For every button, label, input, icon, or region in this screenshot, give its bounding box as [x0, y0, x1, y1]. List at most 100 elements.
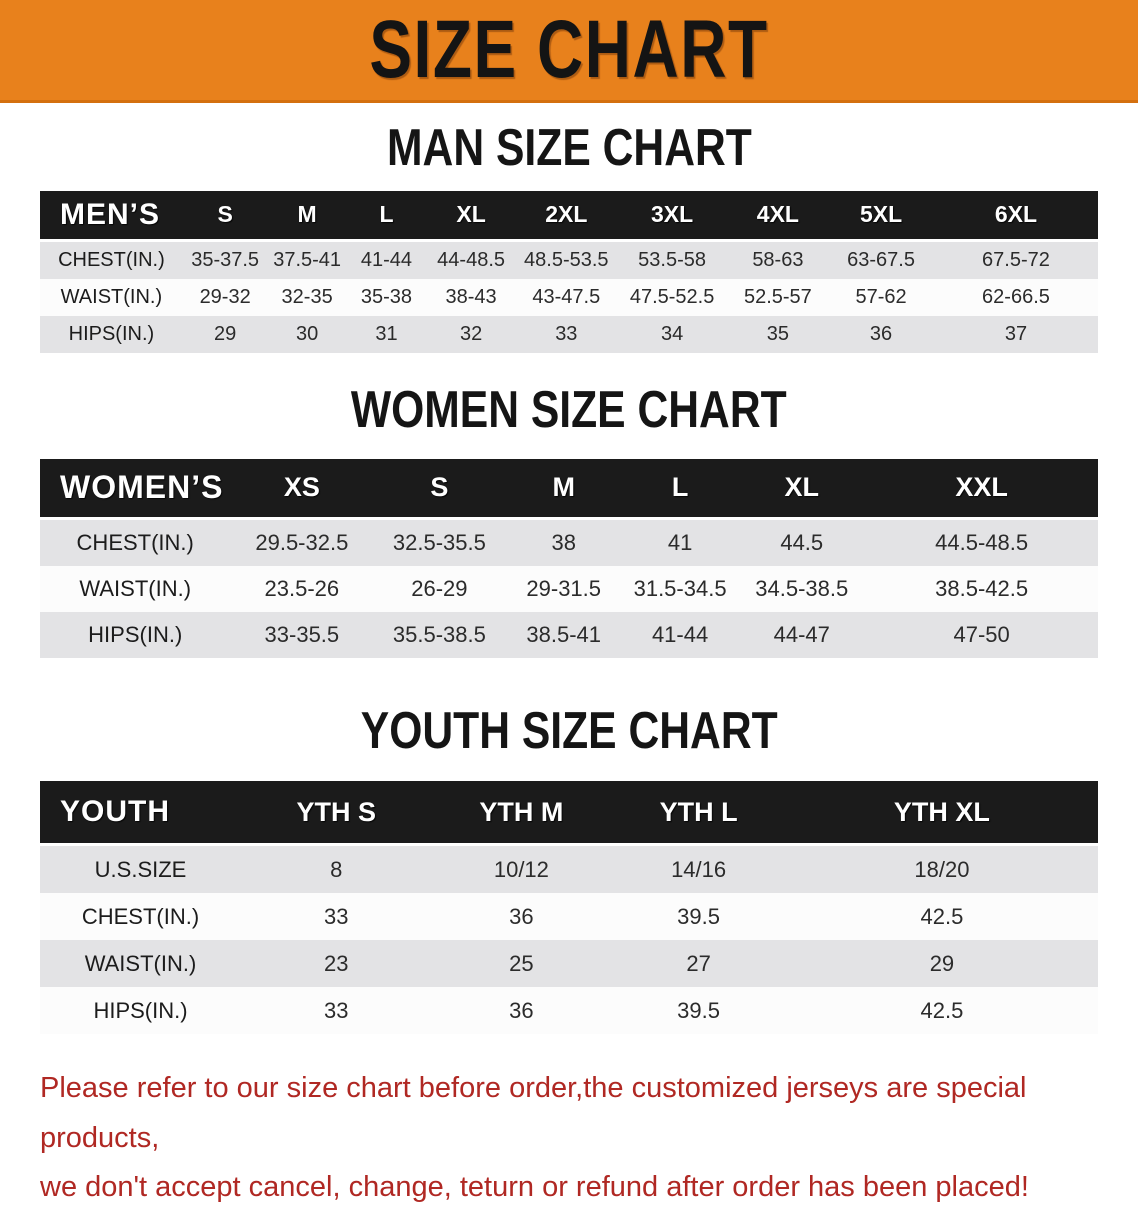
women-size-column-header: XL [738, 458, 866, 520]
men-size-column-header: 6XL [933, 190, 1098, 242]
women-size-value-cell: 23.5-26 [230, 565, 374, 612]
men-size-column-header: 2XL [516, 190, 617, 242]
youth-size-column-header: YTH S [241, 781, 432, 847]
youth-size-value-cell: 42.5 [785, 987, 1098, 1035]
men-size-column-header: XL [426, 190, 517, 242]
youth-size-column-header: YTH XL [785, 781, 1098, 847]
women-size-value-cell: 29-31.5 [505, 565, 622, 612]
youth-section-heading: YOUTH SIZE CHART [360, 701, 778, 760]
men-size-value-cell: 33 [516, 315, 617, 353]
men-size-value-cell: 53.5-58 [616, 240, 728, 279]
women-size-value-cell: 44.5-48.5 [865, 518, 1098, 566]
youth-header-row: YOUTH YTH S YTH M YTH L YTH XL [40, 781, 1098, 847]
banner-title: SIZE CHART [369, 4, 769, 95]
women-size-value-cell: 47-50 [865, 611, 1098, 658]
men-size-value-cell: 43-47.5 [516, 278, 617, 316]
youth-size-value-cell: 27 [611, 940, 786, 988]
women-size-value-cell: 26-29 [373, 565, 506, 612]
men-size-value-cell: 38-43 [426, 278, 517, 316]
men-header-row: MEN’S S M L XL 2XL 3XL 4XL 5XL 6XL [40, 190, 1098, 242]
women-size-value-cell: 41 [621, 518, 739, 566]
women-size-value-cell: 38.5-42.5 [865, 565, 1098, 612]
women-measure-row: WAIST(IN.) 23.5-26 26-29 29-31.5 31.5-34.5 34… [40, 565, 1098, 612]
men-size-value-cell: 67.5-72 [933, 240, 1098, 279]
men-size-value-cell: 63-67.5 [828, 240, 934, 279]
women-header-row: WOMEN’S XS S M L XL XXL [40, 458, 1098, 520]
youth-row-label: U.S.SIZE [40, 844, 242, 894]
youth-size-column-header: YTH M [431, 781, 612, 847]
youth-size-value-cell: 36 [431, 987, 612, 1035]
women-size-value-cell: 32.5-35.5 [373, 518, 506, 566]
youth-size-value-cell: 42.5 [785, 893, 1098, 941]
men-size-value-cell: 37 [933, 315, 1098, 353]
men-size-value-cell: 31 [346, 315, 427, 353]
women-size-value-cell: 31.5-34.5 [621, 565, 739, 612]
youth-measure-row: CHEST(IN.) 33 36 39.5 42.5 [40, 893, 1098, 941]
youth-measure-row: HIPS(IN.) 33 36 39.5 42.5 [40, 987, 1098, 1035]
men-size-value-cell: 52.5-57 [727, 278, 829, 316]
youth-row-label: WAIST(IN.) [40, 940, 242, 988]
women-size-column-header: XS [230, 458, 374, 520]
disclaimer-line-1: Please refer to our size chart before or… [40, 1072, 1027, 1154]
men-size-column-header: 3XL [616, 190, 728, 242]
women-size-value-cell: 44.5 [738, 518, 866, 566]
men-size-value-cell: 57-62 [828, 278, 934, 316]
men-table-title-cell: MEN’S [40, 190, 183, 242]
men-section-heading: MAN SIZE CHART [386, 119, 752, 177]
women-size-column-header: M [505, 458, 622, 520]
women-row-label: WAIST(IN.) [40, 565, 231, 612]
youth-size-value-cell: 39.5 [611, 893, 786, 941]
women-size-column-header: L [621, 458, 739, 520]
men-size-column-header: 5XL [828, 190, 934, 242]
men-size-column-header: 4XL [727, 190, 829, 242]
men-measure-row: HIPS(IN.) 29 30 31 32 33 34 35 36 37 [40, 315, 1098, 353]
youth-size-column-header: YTH L [611, 781, 786, 847]
youth-size-value-cell: 14/16 [611, 844, 786, 894]
men-size-column-header: S [182, 190, 268, 242]
youth-size-section: YOUTH SIZE CHART YOUTH YTH S YTH M YTH L YTH… [0, 702, 1138, 1035]
men-size-value-cell: 48.5-53.5 [516, 240, 617, 279]
youth-measure-row: U.S.SIZE 8 10/12 14/16 18/20 [40, 844, 1098, 894]
women-table-title-cell: WOMEN’S [40, 458, 231, 520]
women-size-value-cell: 41-44 [621, 611, 739, 658]
women-section-heading: WOMEN SIZE CHART [351, 380, 787, 439]
women-row-label: CHEST(IN.) [40, 518, 231, 566]
youth-size-value-cell: 39.5 [611, 987, 786, 1035]
women-size-value-cell: 34.5-38.5 [738, 565, 866, 612]
men-size-value-cell: 29-32 [182, 278, 268, 316]
men-size-value-cell: 44-48.5 [426, 240, 517, 279]
men-measure-row: CHEST(IN.) 35-37.5 37.5-41 41-44 44-48.5 48.5… [40, 240, 1098, 279]
men-measure-row: WAIST(IN.) 29-32 32-35 35-38 38-43 43-47.5 47.… [40, 278, 1098, 316]
men-size-value-cell: 32-35 [267, 278, 347, 316]
men-row-label: WAIST(IN.) [40, 278, 183, 316]
women-size-value-cell: 29.5-32.5 [230, 518, 374, 566]
women-size-value-cell: 38 [505, 518, 622, 566]
youth-size-value-cell: 8 [241, 844, 432, 894]
youth-size-value-cell: 18/20 [785, 844, 1098, 894]
women-size-table-wrap: WOMEN’S XS S M L XL XXL CHEST(IN.) 29.5-32.5 32.5… [40, 458, 1098, 658]
youth-size-value-cell: 23 [241, 940, 432, 988]
men-size-value-cell: 35-37.5 [182, 240, 268, 279]
men-size-column-header: L [346, 190, 427, 242]
women-size-value-cell: 38.5-41 [505, 611, 622, 658]
men-size-value-cell: 41-44 [346, 240, 427, 279]
men-size-column-header: M [267, 190, 347, 242]
men-row-label: CHEST(IN.) [40, 240, 183, 279]
women-row-label: HIPS(IN.) [40, 611, 231, 658]
youth-measure-row: WAIST(IN.) 23 25 27 29 [40, 940, 1098, 988]
size-chart-banner: SIZE CHART [0, 0, 1138, 103]
youth-table-title-cell: YOUTH [40, 781, 242, 847]
men-size-value-cell: 35-38 [346, 278, 427, 316]
men-size-value-cell: 35 [727, 315, 829, 353]
youth-size-table-wrap: YOUTH YTH S YTH M YTH L YTH XL U.S.SIZE 8 10/12… [40, 781, 1098, 1035]
men-size-value-cell: 36 [828, 315, 934, 353]
youth-size-table: YOUTH YTH S YTH M YTH L YTH XL U.S.SIZE 8 10/12… [40, 781, 1098, 1035]
men-size-value-cell: 58-63 [727, 240, 829, 279]
youth-size-value-cell: 25 [431, 940, 612, 988]
men-size-value-cell: 30 [267, 315, 347, 353]
women-size-section: WOMEN SIZE CHART WOMEN’S XS S M L XL XXL CHEST(… [0, 381, 1138, 658]
women-measure-row: HIPS(IN.) 33-35.5 35.5-38.5 38.5-41 41-44 44-… [40, 611, 1098, 658]
women-size-value-cell: 44-47 [738, 611, 866, 658]
youth-size-value-cell: 36 [431, 893, 612, 941]
men-size-table-wrap: MEN’S S M L XL 2XL 3XL 4XL 5XL 6XL CHEST(IN.) 35-37… [40, 190, 1098, 353]
